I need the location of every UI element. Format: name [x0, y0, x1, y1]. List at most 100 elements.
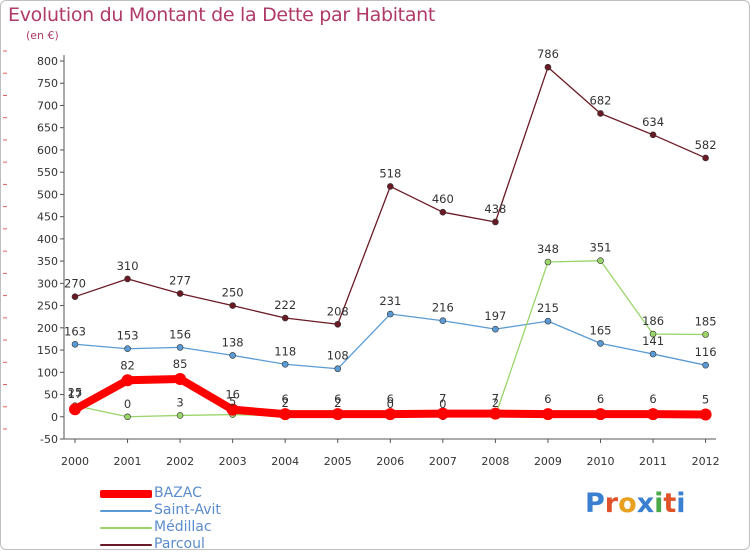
- data-label: 0: [387, 397, 394, 411]
- data-point: [69, 403, 81, 416]
- chart-title: Evolution du Montant de la Dette par Hab…: [8, 4, 436, 26]
- y-tick-label: 750: [37, 77, 58, 90]
- data-label: 141: [642, 334, 664, 348]
- y-tick-label: 550: [37, 166, 58, 179]
- data-label: 6: [387, 392, 394, 406]
- legend-swatch: [100, 510, 152, 512]
- data-point: [702, 154, 709, 162]
- data-point: [544, 63, 552, 71]
- data-point: [489, 407, 502, 420]
- legend-swatch: [100, 544, 152, 546]
- data-label: 5: [702, 393, 709, 407]
- legend-item: Parcoul: [100, 536, 280, 553]
- data-point: [71, 340, 79, 348]
- data-label: 6: [282, 392, 289, 406]
- data-point: [176, 412, 184, 419]
- data-point: [594, 408, 607, 421]
- y-tick-label: 250: [37, 300, 58, 313]
- legend-label: BAZAC: [154, 485, 202, 501]
- x-tick-label: 2009: [534, 455, 562, 468]
- y-tick-label: 300: [37, 277, 58, 290]
- data-label: 6: [334, 392, 341, 406]
- data-label: 582: [695, 138, 717, 152]
- data-label: 118: [274, 344, 296, 358]
- data-point: [331, 408, 344, 421]
- data-label: 231: [379, 294, 401, 308]
- data-point: [597, 257, 604, 264]
- logo-letter: i: [654, 488, 664, 519]
- data-label: 85: [173, 357, 188, 371]
- data-point: [121, 374, 134, 387]
- data-point: [124, 413, 131, 421]
- data-label: 216: [432, 301, 454, 315]
- data-label: 7: [492, 392, 499, 406]
- data-label: 116: [695, 345, 717, 359]
- logo-letter: i: [676, 488, 686, 519]
- data-label: 6: [544, 392, 551, 406]
- data-label: 270: [64, 277, 86, 291]
- data-label: 6: [597, 392, 604, 406]
- data-label: 634: [642, 115, 664, 129]
- legend-label: Saint-Avit: [154, 502, 221, 518]
- chart-legend: BAZAC Saint-Avit Médillac Parcoul: [100, 485, 280, 553]
- data-label: 215: [537, 301, 559, 315]
- x-tick-label: 2003: [219, 455, 247, 468]
- data-label: 165: [590, 323, 612, 337]
- data-point: [124, 275, 131, 283]
- data-point: [544, 258, 552, 266]
- data-label: 0: [124, 397, 131, 411]
- y-tick-label: 150: [37, 344, 58, 357]
- data-label: 3: [176, 395, 183, 409]
- data-point: [649, 350, 657, 358]
- data-point: [492, 325, 499, 333]
- data-label: 438: [484, 202, 506, 216]
- proxiti-logo: Proxiti: [585, 488, 686, 519]
- data-label: 786: [537, 47, 559, 61]
- data-point: [702, 361, 709, 369]
- data-point: [281, 314, 289, 322]
- legend-label: Médillac: [154, 519, 212, 535]
- data-label: 2: [492, 396, 499, 410]
- x-tick-label: 2006: [376, 455, 404, 468]
- data-point: [436, 407, 449, 420]
- data-point: [279, 408, 292, 421]
- data-label: 518: [379, 166, 401, 180]
- data-label: 208: [327, 304, 349, 318]
- x-tick-label: 2004: [271, 455, 299, 468]
- logo-letter: r: [604, 488, 619, 519]
- data-label: 2: [334, 396, 341, 410]
- data-label: 163: [64, 324, 86, 338]
- data-label: 250: [222, 286, 244, 300]
- data-point: [176, 344, 184, 351]
- data-point: [229, 302, 236, 309]
- x-tick-label: 2010: [587, 455, 615, 468]
- y-tick-label: 800: [37, 55, 58, 68]
- data-point: [334, 365, 342, 373]
- data-point: [176, 290, 184, 297]
- y-tick-label: 200: [37, 322, 58, 335]
- data-label: 277: [169, 274, 191, 288]
- data-label: 25: [68, 386, 83, 400]
- data-point: [71, 293, 79, 300]
- data-point: [597, 110, 604, 117]
- data-label: 16: [225, 388, 240, 402]
- data-point: [541, 408, 554, 421]
- x-tick-label: 2011: [639, 455, 667, 468]
- data-point: [649, 330, 657, 338]
- data-point: [702, 331, 709, 338]
- data-point: [649, 131, 657, 139]
- legend-item: Saint-Avit: [100, 502, 280, 519]
- y-tick-label: 500: [37, 188, 58, 201]
- data-point: [699, 408, 712, 421]
- data-point: [281, 360, 289, 368]
- data-point: [439, 208, 447, 216]
- data-label: 153: [117, 329, 139, 343]
- y-tick-label: 600: [37, 144, 58, 157]
- data-label: 351: [590, 241, 612, 255]
- data-point: [544, 317, 552, 325]
- data-point: [229, 352, 236, 359]
- data-label: 310: [117, 259, 139, 273]
- data-point: [334, 320, 342, 328]
- legend-item: BAZAC: [100, 485, 280, 502]
